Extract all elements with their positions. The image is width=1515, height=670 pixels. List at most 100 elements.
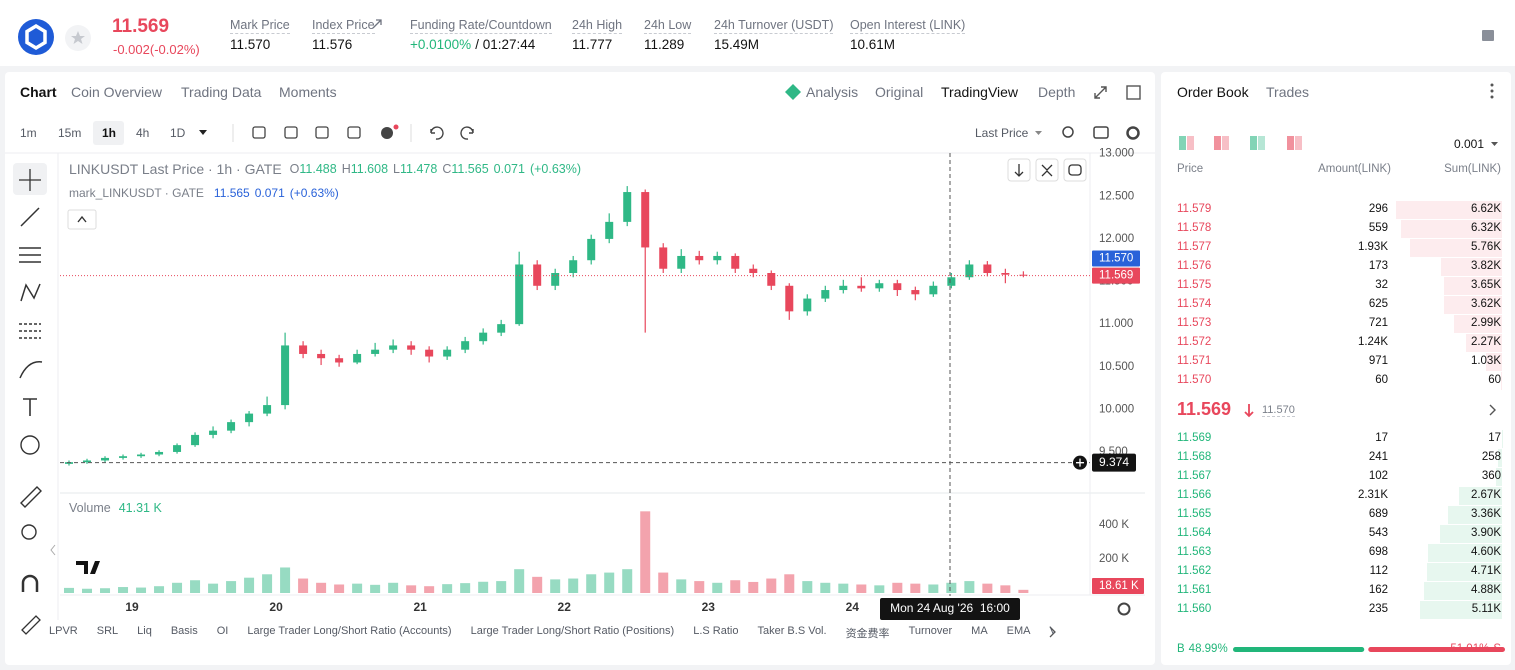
tab[interactable]: Coin Overview bbox=[71, 84, 163, 100]
ob-amount: 32 bbox=[1375, 279, 1388, 291]
volume-title: Volume bbox=[69, 501, 111, 515]
candle-body bbox=[623, 192, 632, 222]
stat-label: Funding Rate/Countdown bbox=[410, 18, 552, 34]
ob-amount: 296 bbox=[1368, 203, 1388, 215]
ob-price: 11.561 bbox=[1177, 584, 1212, 596]
volume-bar bbox=[496, 581, 507, 593]
candle-body bbox=[803, 298, 812, 312]
y-tick-label: 10.500 bbox=[1099, 361, 1134, 373]
tool-icon bbox=[315, 126, 329, 139]
candle-body bbox=[839, 285, 848, 291]
candle-body bbox=[209, 430, 218, 435]
ob-sum: 60 bbox=[1488, 374, 1501, 386]
candle-body bbox=[173, 445, 182, 452]
stat-value: 10.61M bbox=[850, 37, 895, 52]
buy-ratio-bar bbox=[1233, 647, 1365, 652]
indicator: Turnover bbox=[908, 625, 953, 637]
ob-precision[interactable]: 0.001 bbox=[1454, 137, 1485, 151]
redo-icon bbox=[460, 126, 474, 140]
side-icon[interactable] bbox=[1480, 28, 1496, 44]
candle-body bbox=[497, 324, 506, 333]
ob-tab[interactable]: Trades bbox=[1266, 84, 1310, 100]
stat-label: Open Interest (LINK) bbox=[850, 18, 966, 34]
depth-bar bbox=[1443, 277, 1502, 295]
pen-tool bbox=[21, 615, 41, 635]
depth-bar bbox=[1454, 315, 1502, 333]
ob-sum: 1.03K bbox=[1470, 355, 1501, 367]
text-tool bbox=[23, 398, 37, 416]
ob-sum: 3.36K bbox=[1470, 508, 1501, 520]
view-tab[interactable]: Original bbox=[875, 84, 924, 100]
ob-view-icon[interactable] bbox=[1179, 136, 1186, 150]
ob-price: 11.568 bbox=[1177, 451, 1212, 463]
mark-legend-title: mark_LINKUSDT · GATE bbox=[69, 186, 204, 200]
volume-bar bbox=[208, 583, 219, 593]
ob-price: 11.573 bbox=[1177, 317, 1212, 329]
tab[interactable]: Moments bbox=[279, 84, 337, 100]
buy-key: B bbox=[1177, 643, 1185, 655]
interval[interactable]: 1D bbox=[170, 126, 186, 140]
volume-bar bbox=[190, 580, 201, 593]
sell-key: S bbox=[1493, 643, 1501, 655]
volume-bar bbox=[766, 578, 777, 593]
ob-more bbox=[1489, 404, 1496, 416]
depth-bar bbox=[1400, 220, 1502, 238]
candle-body bbox=[191, 434, 200, 446]
depth-bar bbox=[1501, 372, 1502, 390]
collapse-button[interactable] bbox=[67, 209, 97, 230]
view-tab[interactable]: Analysis bbox=[806, 84, 859, 100]
ob-amount: 241 bbox=[1368, 451, 1388, 463]
volume-bar bbox=[802, 581, 813, 593]
candle-body bbox=[119, 456, 128, 458]
ob-price: 11.564 bbox=[1177, 527, 1212, 539]
ob-sum: 4.71K bbox=[1470, 565, 1501, 577]
axis-settings[interactable] bbox=[1117, 602, 1131, 616]
external-link-icon bbox=[372, 19, 382, 29]
volume-bar bbox=[748, 581, 759, 593]
chart-button[interactable] bbox=[1063, 158, 1087, 182]
interval[interactable]: 1h bbox=[102, 126, 117, 140]
depth-bar bbox=[1426, 563, 1502, 581]
ob-view-icon[interactable] bbox=[1250, 136, 1257, 150]
ob-tab[interactable]: Order Book bbox=[1177, 84, 1249, 100]
precision-caret bbox=[1491, 142, 1498, 146]
volume-bar bbox=[406, 585, 417, 593]
view-tab[interactable]: Depth bbox=[1038, 84, 1076, 100]
volume-bar bbox=[388, 582, 399, 593]
ob-amount: 689 bbox=[1368, 508, 1388, 520]
candle-body bbox=[353, 353, 362, 363]
ob-price: 11.572 bbox=[1177, 336, 1212, 348]
indicator-bar: LPVR SRL Liq Basis OI Large Trader Long/Short… bbox=[49, 625, 1054, 641]
tab[interactable]: Chart bbox=[20, 84, 57, 100]
interval[interactable]: 1m bbox=[20, 126, 37, 140]
depth-bar bbox=[1423, 582, 1502, 600]
emoji-tool bbox=[20, 435, 40, 455]
x-tick-label: 23 bbox=[702, 600, 716, 614]
candle-body bbox=[137, 454, 146, 457]
price-source[interactable]: Last Price bbox=[975, 126, 1029, 140]
legend-change-pct: (+0.63%) bbox=[530, 162, 581, 176]
candle-body bbox=[425, 349, 434, 357]
tab[interactable]: Trading Data bbox=[181, 84, 262, 100]
interval[interactable]: 4h bbox=[136, 126, 150, 140]
candle-body bbox=[785, 285, 794, 312]
depth-bar bbox=[1428, 544, 1502, 562]
ob-view-icon[interactable] bbox=[1214, 136, 1221, 150]
depth-bar bbox=[1448, 506, 1502, 524]
ob-sum: 2.27K bbox=[1470, 336, 1501, 348]
candle-body bbox=[389, 345, 398, 350]
interval[interactable]: 15m bbox=[58, 126, 82, 140]
indicator: L.S Ratio bbox=[693, 625, 739, 637]
favorite-star[interactable] bbox=[64, 24, 92, 52]
volume-bar bbox=[262, 574, 273, 593]
ob-view-icon[interactable] bbox=[1287, 136, 1294, 150]
view-tab[interactable]: TradingView bbox=[941, 84, 1019, 100]
volume-bar bbox=[622, 569, 633, 593]
ob-amount: 625 bbox=[1368, 298, 1388, 310]
window-icon bbox=[1126, 85, 1141, 100]
line-tool bbox=[20, 207, 40, 227]
legend-change: 0.071 bbox=[494, 162, 525, 176]
volume-bar bbox=[838, 583, 849, 593]
ob-sum: 3.65K bbox=[1470, 279, 1501, 291]
